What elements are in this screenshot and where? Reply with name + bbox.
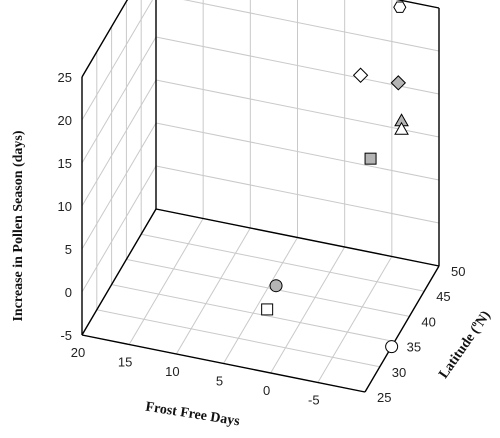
side-wall-grid-line: [81, 0, 128, 78]
x-tick-label: 20: [71, 345, 85, 360]
y-axis-title: Latitude (oN): [434, 306, 494, 381]
side-wall-grid-line: [81, 165, 157, 293]
z-tick-label: 10: [58, 199, 72, 214]
grid: [81, 0, 440, 393]
data-point-square: [364, 152, 377, 165]
data-point-circle: [385, 340, 399, 354]
data-point-circle: [269, 279, 283, 293]
back-wall-grid-line: [155, 36, 440, 95]
z-tick-label: 0: [65, 285, 72, 300]
floor-grid-line: [96, 309, 380, 368]
z-tick-label: 20: [58, 113, 72, 128]
box-edge: [81, 0, 129, 78]
z-tick-label: 15: [58, 156, 72, 171]
floor-grid-line: [141, 233, 425, 292]
back-wall-grid-line: [183, 0, 440, 52]
side-wall-grid-line: [81, 122, 157, 250]
side-wall-grid-line: [81, 36, 157, 164]
y-tick-label: 30: [392, 365, 406, 380]
x-axis-title: Frost Free Days: [144, 400, 241, 430]
floor-grid-line: [128, 218, 204, 345]
x-tick-label: 0: [263, 383, 270, 398]
data-points: [261, 1, 409, 354]
floor-grid-line: [111, 284, 395, 343]
y-tick-label: 25: [377, 390, 391, 405]
y-axis-title-main: Latitude (: [436, 324, 483, 382]
y-tick-label: 40: [421, 314, 435, 329]
z-tick-label: 5: [65, 242, 72, 257]
x-tick-label: 10: [165, 364, 179, 379]
data-point-hexagon: [393, 1, 407, 13]
floor-grid-line: [126, 258, 410, 317]
z-tick-label: 25: [58, 70, 72, 85]
y-tick-label: 45: [436, 289, 450, 304]
x-tick-label: 15: [118, 355, 132, 370]
data-point-square: [261, 303, 274, 316]
floor-grid-line: [270, 246, 346, 374]
box-edges: [81, 0, 440, 393]
box-edge: [155, 208, 440, 267]
z-tick-label: -5: [60, 328, 72, 343]
z-axis-title: Increase in Pollen Season (days): [11, 130, 26, 321]
floor-grid-line: [317, 256, 393, 383]
side-wall-grid-line: [81, 0, 154, 121]
side-wall-grid-line: [81, 79, 157, 207]
floor-grid-line: [223, 237, 298, 364]
back-wall-grid-line: [155, 122, 440, 181]
y-tick-label: 35: [407, 340, 421, 355]
box-edge: [81, 208, 157, 336]
box-edge: [364, 265, 440, 393]
data-point-diamond: [352, 67, 369, 83]
data-point-triangle: [394, 121, 409, 135]
x-tick-label: -5: [308, 393, 320, 408]
x-tick-label: 5: [216, 374, 223, 389]
y-tick-label: 50: [451, 264, 465, 279]
floor-grid-line: [175, 227, 251, 355]
y-axis-title-sup: o: [468, 318, 479, 328]
back-wall-grid-line: [155, 165, 440, 224]
box-edge: [81, 334, 366, 393]
back-wall-grid-line: [155, 79, 440, 138]
data-point-diamond: [390, 75, 407, 91]
